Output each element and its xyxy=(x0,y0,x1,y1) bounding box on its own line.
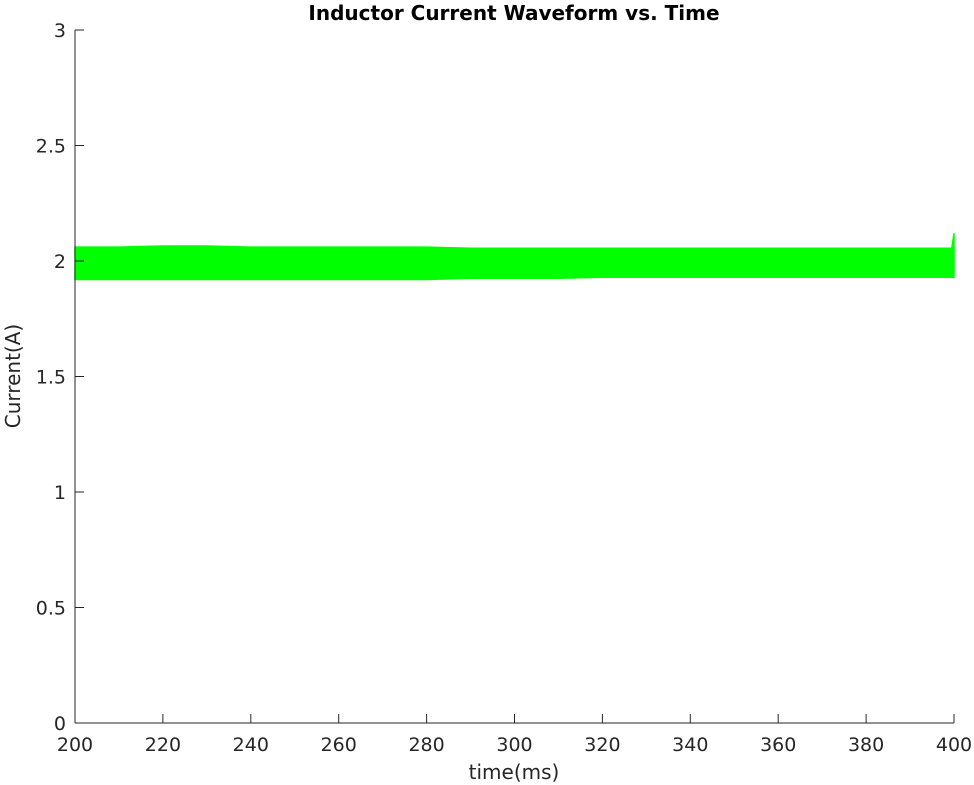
x-tick-label: 260 xyxy=(321,734,357,756)
x-tick-label: 400 xyxy=(936,734,972,756)
y-tick-label: 0 xyxy=(54,713,66,735)
y-axis-label: Current(A) xyxy=(1,324,25,428)
x-tick-label: 380 xyxy=(848,734,884,756)
x-tick-label: 320 xyxy=(584,734,620,756)
y-tick-label: 3 xyxy=(54,20,66,42)
x-tick-label: 200 xyxy=(57,734,93,756)
y-tick-label: 1.5 xyxy=(36,367,66,389)
y-tick-label: 0.5 xyxy=(36,598,66,620)
y-tick-label: 2.5 xyxy=(36,136,66,158)
x-tick-label: 340 xyxy=(672,734,708,756)
x-axis-label: time(ms) xyxy=(469,760,560,784)
x-tick-label: 220 xyxy=(145,734,181,756)
x-tick-label: 300 xyxy=(496,734,532,756)
x-tick-label: 280 xyxy=(408,734,444,756)
x-ticks: 200 220 240 260 280 300 320 340 360 380 400 xyxy=(57,714,972,756)
chart-title: Inductor Current Waveform vs. Time xyxy=(308,1,719,25)
current-waveform-series xyxy=(74,233,955,281)
y-tick-label: 1 xyxy=(54,482,66,504)
y-tick-label: 2 xyxy=(54,251,66,273)
series-layer xyxy=(74,233,955,281)
y-ticks: 0 0.5 1 1.5 2 2.5 3 xyxy=(36,20,84,735)
x-tick-label: 360 xyxy=(760,734,796,756)
plot-area: 200 220 240 260 280 300 320 340 360 380 400 0 0.5 1 1… xyxy=(36,20,972,756)
x-tick-label: 240 xyxy=(233,734,269,756)
